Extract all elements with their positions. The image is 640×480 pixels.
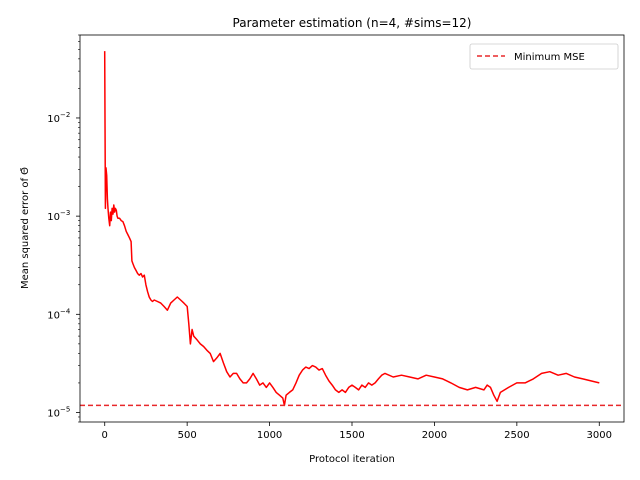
chart-title: Parameter estimation (n=4, #sims=12): [233, 16, 472, 30]
x-tick-label: 2500: [504, 430, 529, 441]
x-tick-label: 3000: [587, 430, 612, 441]
y-tick-label: 10: [47, 310, 60, 321]
x-axis-label: Protocol iteration: [309, 454, 395, 465]
x-tick-label: 500: [178, 430, 197, 441]
legend-box: [469, 43, 619, 70]
legend: Minimum MSE: [469, 43, 619, 70]
y-tick-exponent: −2: [60, 111, 70, 119]
y-tick-exponent: −3: [60, 209, 70, 217]
x-tick-label: 2000: [422, 430, 447, 441]
y-axis-label: Mean squared error of Θ̄: [20, 167, 31, 289]
x-tick-label: 1500: [339, 430, 364, 441]
x-tick-label: 0: [102, 430, 108, 441]
plot-area: [80, 35, 624, 422]
y-tick-exponent: −4: [60, 307, 71, 315]
y-axis-ticks: 10−510−410−310−2: [47, 34, 80, 423]
y-tick-label: 10: [47, 212, 60, 223]
y-tick-exponent: −5: [60, 405, 70, 413]
x-tick-label: 1000: [257, 430, 282, 441]
legend-label-minimum-mse: Minimum MSE: [514, 52, 585, 63]
y-tick-label: 10: [47, 408, 60, 419]
y-tick-label: 10: [47, 114, 60, 125]
series-mse-line: [103, 51, 600, 407]
x-axis-ticks: 0 500 1000 1500 2000 2500 3000: [102, 422, 612, 441]
series-layer: [80, 51, 624, 407]
